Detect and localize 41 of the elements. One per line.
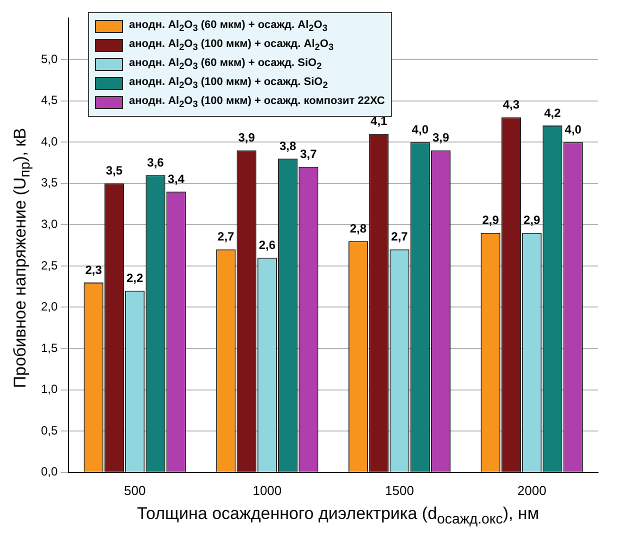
legend-label: анодн. Al$_{2}$O$_{3}$ (60 мкм) + осажд. Al$_{2}$O$_{3}$ [129, 19, 328, 34]
legend-label: анодн. Al$_{2}$O$_{3}$ (100 мкм) + осажд. композит 22ХС [129, 95, 385, 110]
data-label: 2,7 [391, 230, 408, 244]
y-tick-label: 4,5 [40, 93, 58, 108]
data-label: 4,1 [370, 114, 388, 128]
y-tick-label: 3,5 [40, 176, 58, 190]
x-axis-title: Толщина осажденного диэлектрика (d$_{осажд.окс}$), нм [136, 504, 540, 528]
data-label: 4,3 [502, 98, 520, 112]
data-label: 2,3 [85, 262, 102, 277]
data-label: 2,2 [126, 271, 144, 286]
data-label: 3,8 [279, 138, 296, 153]
y-tick-label: 3,0 [40, 216, 58, 231]
data-label: 3,9 [238, 130, 256, 145]
y-tick-label: 1,5 [40, 340, 58, 355]
y-tick-label: 2,0 [40, 300, 58, 314]
data-label: 3,4 [168, 172, 185, 186]
data-label: 3,6 [147, 155, 164, 170]
data-label: 3,7 [300, 147, 318, 162]
x-tick-label: 500 [124, 482, 146, 498]
x-tick-label: 2000 [517, 482, 546, 498]
data-label: 2,8 [350, 221, 367, 236]
data-label: 2,6 [258, 238, 276, 252]
data-label: 2,7 [218, 230, 235, 244]
y-tick-label: 0,0 [40, 464, 58, 479]
x-tick-label: 1500 [385, 482, 414, 498]
data-label: 3,9 [432, 130, 450, 145]
data-label: 4,0 [412, 122, 429, 136]
y-tick-label: 2,5 [40, 258, 58, 272]
y-tick-label: 0,5 [40, 423, 58, 438]
legend-label: анодн. Al$_{2}$O$_{3}$ (100 мкм) + осажд. SiO$_{2}$ [129, 76, 328, 91]
y-tick-label: 5,0 [40, 52, 58, 66]
y-tick-label: 1,0 [40, 382, 58, 396]
data-label: 2,9 [523, 213, 540, 228]
data-label: 3,5 [106, 164, 123, 178]
data-label: 4,2 [544, 106, 562, 120]
legend-label: анодн. Al$_{2}$O$_{3}$ (100 мкм) + осажд. Al$_{2}$O$_{3}$ [129, 38, 334, 53]
legend-label: анодн. Al$_{2}$O$_{3}$ (60 мкм) + осажд. SiO$_{2}$ [129, 57, 322, 72]
data-label: 2,9 [482, 213, 500, 228]
data-label: 4,0 [564, 122, 582, 136]
y-tick-label: 4,0 [40, 134, 58, 148]
x-tick-label: 1000 [252, 482, 282, 498]
